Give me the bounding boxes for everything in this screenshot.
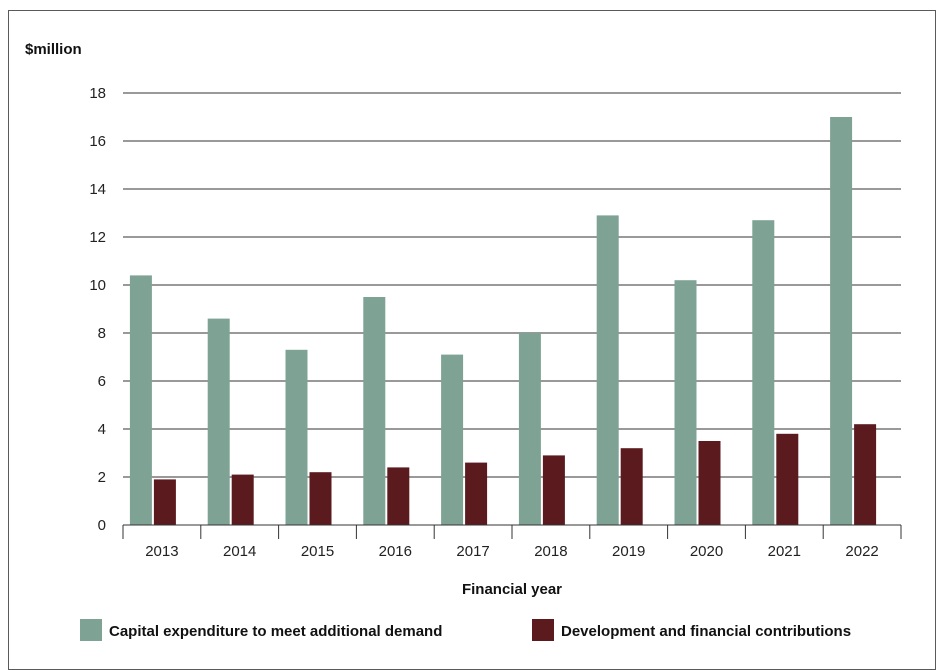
bar-contributions-2017	[465, 462, 488, 525]
bar-contributions-2013	[153, 479, 176, 525]
bar-capex-2019	[596, 215, 619, 525]
grid-lines	[123, 92, 901, 478]
bar-capex-2021	[752, 220, 775, 525]
bar-contributions-2016	[387, 467, 410, 525]
bar-contributions-2014	[231, 474, 254, 525]
y-tick-label: 14	[89, 181, 106, 198]
x-tick-label: 2014	[223, 543, 256, 560]
legend-label: Development and financial contributions	[561, 623, 851, 640]
y-tick-label: 4	[98, 421, 106, 438]
y-tick-label: 0	[98, 517, 106, 534]
x-tick-label: 2015	[301, 543, 334, 560]
bar-capex-2014	[207, 318, 230, 525]
x-tick-label: 2018	[534, 543, 567, 560]
legend-swatch	[80, 619, 102, 641]
bars	[129, 117, 877, 525]
x-tick-label: 2017	[456, 543, 489, 560]
bar-contributions-2020	[698, 441, 721, 525]
bar-contributions-2019	[620, 448, 643, 525]
y-axis-ticks: 0 2 4 6 8 10 12 14 16 18	[89, 85, 106, 534]
x-axis: 2013 2014 2015 2016 2017 2018 2019 2020 2021 2022	[122, 524, 902, 560]
x-tick-label: 2020	[690, 543, 723, 560]
bar-capex-2020	[674, 280, 697, 525]
legend-swatch	[532, 619, 554, 641]
y-tick-label: 10	[89, 277, 106, 294]
y-tick-label: 16	[89, 133, 106, 150]
x-tick-label: 2013	[145, 543, 178, 560]
bar-capex-2018	[518, 333, 541, 525]
bar-capex-2017	[441, 354, 464, 525]
bar-contributions-2021	[776, 433, 799, 525]
y-tick-label: 12	[89, 229, 106, 246]
bar-capex-2015	[285, 349, 308, 525]
y-tick-label: 6	[98, 373, 106, 390]
bar-contributions-2022	[854, 424, 877, 525]
legend-label: Capital expenditure to meet additional d…	[109, 623, 442, 640]
x-axis-title: Financial year	[462, 581, 562, 598]
chart-frame	[8, 10, 936, 670]
x-tick-label: 2022	[845, 543, 878, 560]
bar-contributions-2018	[542, 455, 565, 525]
y-tick-label: 8	[98, 325, 106, 342]
y-tick-label: 2	[98, 469, 106, 486]
bar-capex-2022	[830, 117, 853, 525]
bar-capex-2013	[129, 275, 152, 525]
y-tick-label: 18	[89, 85, 106, 102]
bar-contributions-2015	[309, 472, 332, 525]
x-tick-label: 2016	[379, 543, 412, 560]
bar-capex-2016	[363, 297, 386, 525]
x-tick-label: 2021	[768, 543, 801, 560]
legend: Capital expenditure to meet additional d…	[80, 619, 851, 641]
x-tick-label: 2019	[612, 543, 645, 560]
y-axis-title: $million	[25, 41, 82, 58]
